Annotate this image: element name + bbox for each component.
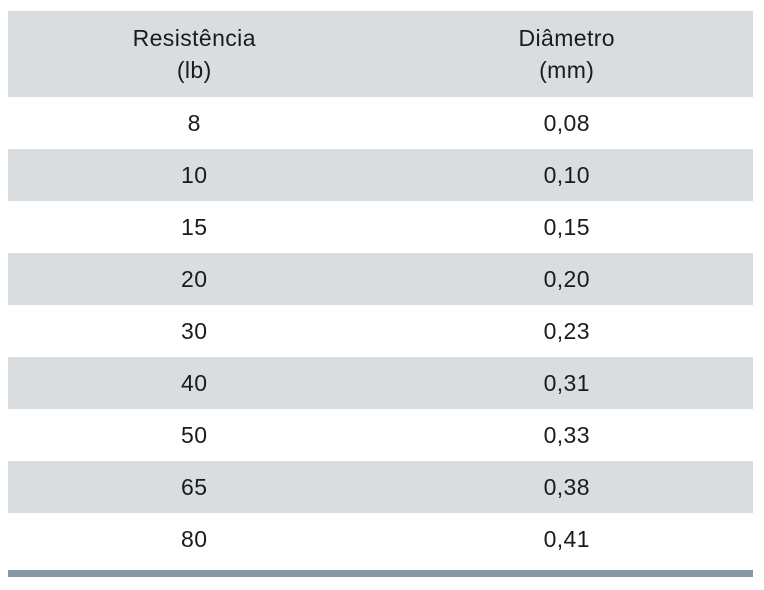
resistencia-cell: 10	[181, 161, 208, 188]
table-row: 50 0,33	[8, 409, 753, 461]
diametro-cell: 0,41	[543, 525, 590, 552]
resistencia-cell: 65	[181, 473, 208, 500]
resistencia-cell: 40	[181, 369, 208, 396]
column-title-diametro: Diâmetro	[518, 25, 615, 51]
resistencia-cell: 80	[181, 525, 208, 552]
table-row: 80 0,41	[8, 513, 753, 565]
resistencia-cell: 15	[181, 213, 208, 240]
table-row: 65 0,38	[8, 461, 753, 513]
diametro-cell: 0,33	[543, 421, 590, 448]
table-row: 40 0,31	[8, 357, 753, 409]
table-row: 15 0,15	[8, 201, 753, 253]
table-header-row: Resistência (lb) Diâmetro (mm)	[8, 11, 753, 97]
resistencia-cell: 30	[181, 317, 208, 344]
resistance-diameter-table: Resistência (lb) Diâmetro (mm) 8 0,08 10…	[8, 11, 753, 577]
table-bottom-border	[8, 570, 753, 577]
table-row: 20 0,20	[8, 253, 753, 305]
diametro-cell: 0,31	[543, 369, 590, 396]
table-row: 10 0,10	[8, 149, 753, 201]
diametro-cell: 0,15	[543, 213, 590, 240]
diametro-cell: 0,38	[543, 473, 590, 500]
resistencia-cell: 20	[181, 265, 208, 292]
column-title-resistencia: Resistência	[132, 25, 256, 51]
column-unit-mm: (mm)	[539, 57, 595, 83]
table-row: 8 0,08	[8, 97, 753, 149]
column-unit-lb: (lb)	[176, 57, 212, 83]
resistencia-cell: 8	[187, 109, 201, 136]
diametro-cell: 0,23	[543, 317, 590, 344]
diametro-cell: 0,10	[543, 161, 590, 188]
column-header-diametro: Diâmetro (mm)	[381, 22, 754, 86]
resistencia-cell: 50	[181, 421, 208, 448]
diametro-cell: 0,08	[543, 109, 590, 136]
table-body: 8 0,08 10 0,10 15 0,15 20 0,20 30 0,23 4…	[8, 97, 753, 565]
column-header-resistencia: Resistência (lb)	[8, 22, 381, 86]
table-row: 30 0,23	[8, 305, 753, 357]
diametro-cell: 0,20	[543, 265, 590, 292]
